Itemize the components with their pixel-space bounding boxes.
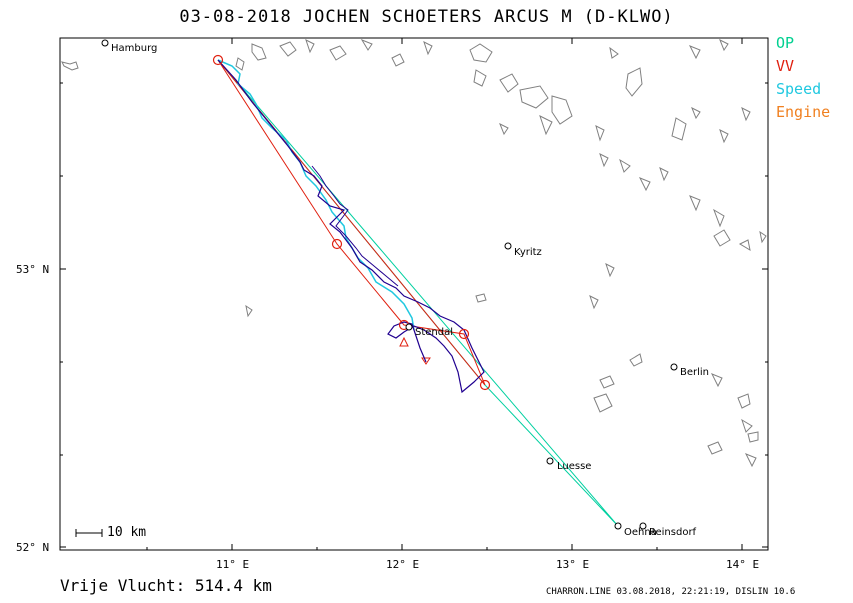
scale-bar bbox=[75, 529, 103, 537]
flight-track bbox=[217, 59, 485, 394]
op-task-line bbox=[217, 59, 619, 527]
place-marker bbox=[546, 457, 554, 465]
map-title: 03-08-2018 JOCHEN SCHOETERS ARCUS M (D-K… bbox=[179, 7, 674, 27]
y-tick-label: 53° N bbox=[16, 263, 49, 276]
legend-engine: Engine bbox=[776, 103, 831, 121]
place-marker bbox=[101, 39, 109, 47]
x-tick-label: 12° E bbox=[386, 558, 419, 571]
x-tick-label: 14° E bbox=[726, 558, 759, 571]
place-label: Hamburg bbox=[111, 43, 157, 54]
place-marker bbox=[405, 323, 413, 331]
axis-ticks bbox=[60, 38, 768, 550]
place-marker bbox=[670, 363, 678, 371]
legend-op: OP bbox=[776, 34, 795, 52]
place-marker bbox=[614, 522, 622, 530]
legend-vv: VV bbox=[776, 57, 795, 75]
legend-speed: Speed bbox=[776, 80, 822, 98]
x-tick-label: 13° E bbox=[556, 558, 589, 571]
coastline-layer bbox=[61, 38, 767, 468]
turnpoint-marker bbox=[212, 54, 224, 66]
turnpoint-marker bbox=[458, 328, 470, 340]
place-label: Stendal bbox=[415, 327, 453, 338]
speed-track bbox=[217, 59, 415, 331]
place-label: Berlin bbox=[680, 367, 709, 378]
place-marker bbox=[504, 242, 512, 250]
turnpoint-marker bbox=[479, 379, 491, 391]
x-tick-label: 11° E bbox=[216, 558, 249, 571]
place-marker bbox=[639, 522, 647, 530]
footer-info: CHARRON.LINE 03.08.2018, 22:21:19, DISLI… bbox=[546, 587, 796, 597]
place-label: Luesse bbox=[557, 461, 591, 472]
place-label: Reinsdorf bbox=[649, 527, 697, 538]
place-label: Kyritz bbox=[514, 247, 542, 258]
flight-track bbox=[311, 165, 399, 287]
scale-bar-label: 10 km bbox=[107, 525, 147, 540]
y-tick-label: 52° N bbox=[16, 541, 49, 554]
distance-text: Vrije Vlucht: 514.4 km bbox=[60, 576, 272, 595]
vv-task-line bbox=[217, 59, 486, 386]
vv-marker bbox=[399, 336, 409, 347]
place-label: Oehna bbox=[624, 527, 657, 538]
turnpoint-marker bbox=[331, 238, 343, 250]
vv-marker bbox=[421, 357, 431, 365]
map-frame bbox=[59, 37, 769, 551]
